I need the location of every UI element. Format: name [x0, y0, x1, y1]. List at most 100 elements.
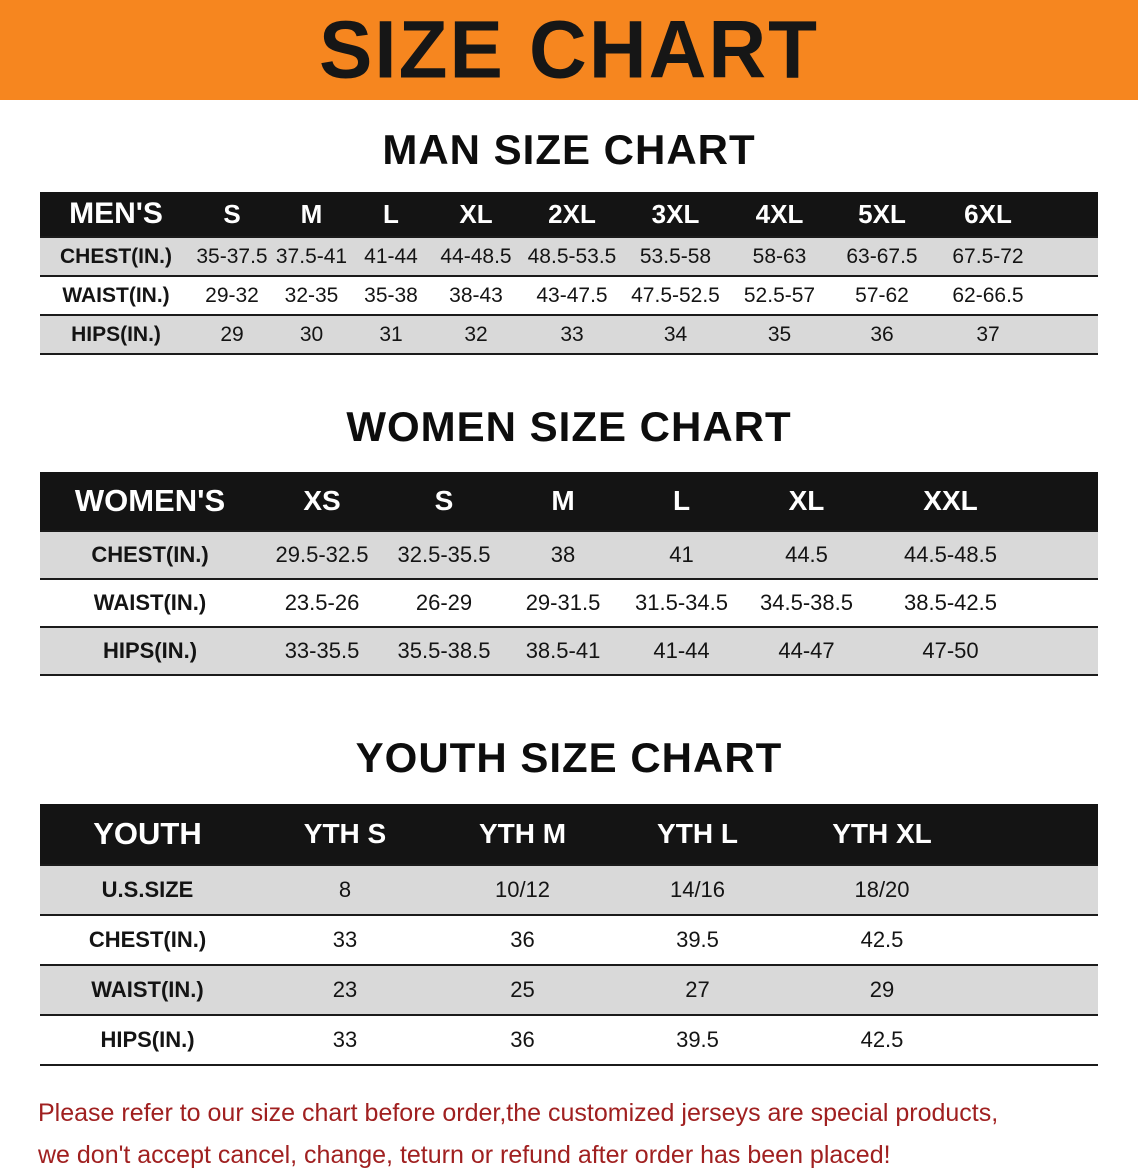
cell: 29-32	[205, 283, 259, 307]
cell: 35	[767, 322, 792, 346]
footer-note: Please refer to our size chart before or…	[0, 1092, 1138, 1176]
men-hips-row: HIPS(IN.) 29 30 31 32 33 34 35 36 37	[40, 315, 1098, 355]
cell: 8	[338, 876, 352, 902]
cell: 32	[464, 322, 488, 346]
women-table-title: WOMEN'S	[40, 471, 260, 531]
cell: 48.5-53.5	[527, 244, 617, 268]
row-label: WAIST(IN.)	[62, 283, 170, 307]
cell: 42.5	[860, 1026, 904, 1052]
men-table-title: MEN'S	[40, 192, 192, 238]
cell: 47.5-52.5	[631, 283, 720, 307]
women-header-row: WOMEN'S XS S M L XL XXL	[40, 471, 1098, 531]
men-chest-row: CHEST(IN.) 35-37.5 37.5-41 41-44 44-48.5…	[40, 237, 1098, 277]
youth-header-row: YOUTH YTH S YTH M YTH L YTH XL	[40, 803, 1098, 865]
cell: 57-62	[855, 283, 909, 307]
cell: 33	[560, 322, 584, 346]
men-col-m: M	[272, 192, 351, 238]
youth-col-xl: YTH XL	[785, 803, 1098, 865]
cell: 34	[663, 322, 688, 346]
row-label: CHEST(IN.)	[88, 926, 207, 952]
row-label: HIPS(IN.)	[102, 637, 198, 663]
cell: 58-63	[752, 244, 807, 268]
youth-hips-row: HIPS(IN.) 33 36 39.5 42.5	[40, 1014, 1098, 1065]
cell: 36	[870, 322, 894, 346]
women-chest-row: CHEST(IN.) 29.5-32.5 32.5-35.5 38 41 44.…	[40, 530, 1098, 579]
row-label: U.S.SIZE	[101, 876, 194, 902]
cell: 35.5-38.5	[397, 637, 491, 663]
cell: 36	[510, 1026, 535, 1052]
youth-section-heading: YOUTH SIZE CHART	[355, 733, 783, 781]
cell: 43-47.5	[536, 283, 608, 307]
men-col-3xl: 3XL	[623, 192, 728, 238]
cell: 38.5-42.5	[904, 589, 997, 615]
women-col-l: L	[622, 471, 741, 531]
footer-line-1: Please refer to our size chart before or…	[38, 1098, 999, 1127]
cell: 47-50	[922, 637, 979, 663]
cell: 37.5-41	[275, 244, 348, 268]
cell: 14/16	[669, 876, 726, 902]
row-label: HIPS(IN.)	[100, 1026, 195, 1052]
cell: 41	[669, 541, 694, 567]
women-col-xs: XS	[260, 471, 384, 531]
cell: 29	[220, 322, 244, 346]
cell: 67.5-72	[952, 244, 1024, 268]
cell: 35-38	[364, 283, 418, 307]
cell: 34.5-38.5	[760, 589, 853, 615]
youth-col-m: YTH M	[435, 803, 610, 865]
youth-table-title: YOUTH	[40, 803, 255, 865]
youth-col-s: YTH S	[255, 803, 435, 865]
women-col-s: S	[384, 471, 504, 531]
women-section-heading: WOMEN SIZE CHART	[346, 403, 792, 451]
youth-size-section: YOUTH SIZE CHART YOUTH YTH S YTH M YTH L…	[0, 734, 1138, 1066]
cell: 23	[332, 976, 358, 1002]
row-label: WAIST(IN.)	[93, 589, 207, 615]
men-section-heading: MAN SIZE CHART	[382, 126, 756, 173]
men-size-section: MAN SIZE CHART MEN'S S M L XL 2XL 3XL 4X…	[0, 126, 1138, 356]
cell: 39.5	[676, 1026, 719, 1052]
cell: 38.5-41	[525, 637, 601, 663]
women-size-section: WOMEN SIZE CHART WOMEN'S XS S M L XL XXL…	[0, 403, 1138, 676]
cell: 31.5-34.5	[635, 589, 728, 615]
youth-chest-row: CHEST(IN.) 33 36 39.5 42.5	[40, 914, 1098, 965]
cell: 44.5-48.5	[904, 541, 997, 567]
cell: 29-31.5	[525, 589, 601, 615]
women-col-xl: XL	[741, 471, 872, 531]
cell: 41-44	[364, 244, 418, 268]
youth-ussize-row: U.S.SIZE 8 10/12 14/16 18/20	[40, 864, 1098, 915]
cell: 53.5-58	[639, 244, 712, 268]
cell: 23.5-26	[284, 589, 360, 615]
men-waist-row: WAIST(IN.) 29-32 32-35 35-38 38-43 43-47…	[40, 276, 1098, 316]
cell: 18/20	[854, 876, 910, 902]
women-col-m: M	[504, 471, 622, 531]
men-col-4xl: 4XL	[728, 192, 831, 238]
footer-line-2: we don't accept cancel, change, teturn o…	[38, 1140, 891, 1169]
youth-col-l: YTH L	[610, 803, 785, 865]
row-label: CHEST(IN.)	[91, 541, 209, 567]
cell: 37	[976, 322, 1000, 346]
women-waist-row: WAIST(IN.) 23.5-26 26-29 29-31.5 31.5-34…	[40, 578, 1098, 627]
men-col-6xl: 6XL	[933, 192, 1098, 238]
cell: 44-47	[778, 637, 835, 663]
row-label: HIPS(IN.)	[71, 322, 161, 346]
cell: 29	[869, 976, 895, 1002]
cell: 62-66.5	[952, 283, 1024, 307]
cell: 26-29	[415, 589, 473, 615]
cell: 32-35	[284, 283, 339, 307]
youth-waist-row: WAIST(IN.) 23 25 27 29	[40, 964, 1098, 1015]
women-col-xxl: XXL	[872, 471, 1098, 531]
men-col-xl: XL	[431, 192, 521, 238]
cell: 36	[510, 926, 535, 952]
cell: 33	[332, 1026, 358, 1052]
cell: 27	[685, 976, 710, 1002]
row-label: WAIST(IN.)	[91, 976, 204, 1002]
cell: 32.5-35.5	[397, 541, 491, 567]
cell: 33-35.5	[284, 637, 360, 663]
cell: 42.5	[860, 926, 904, 952]
cell: 33	[332, 926, 358, 952]
men-header-row: MEN'S S M L XL 2XL 3XL 4XL 5XL 6XL	[40, 192, 1098, 238]
cell: 29.5-32.5	[275, 541, 369, 567]
cell: 44.5	[785, 541, 828, 567]
cell: 25	[510, 976, 535, 1002]
men-size-table: MEN'S S M L XL 2XL 3XL 4XL 5XL 6XL CHEST…	[40, 192, 1098, 356]
cell: 41-44	[653, 637, 710, 663]
